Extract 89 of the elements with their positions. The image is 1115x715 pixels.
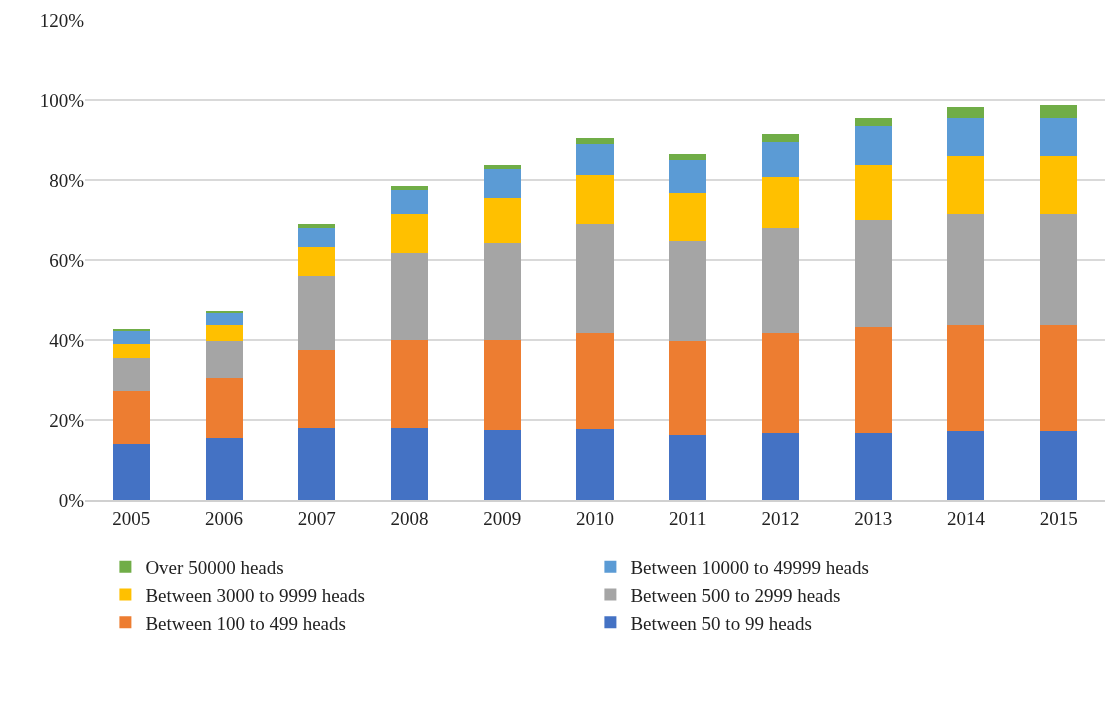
x-tick-label: 2006	[205, 507, 244, 529]
bar	[112, 343, 150, 358]
bar	[947, 324, 985, 432]
bar	[669, 240, 707, 342]
bar	[112, 330, 150, 344]
bar	[483, 242, 521, 340]
bar	[669, 160, 707, 194]
bar	[112, 358, 150, 391]
bar	[298, 275, 336, 350]
x-tick-label: 2008	[390, 507, 429, 529]
bar	[205, 341, 243, 379]
legend-label: Between 10000 to 49999 heads	[630, 557, 869, 579]
bar	[761, 332, 799, 434]
bar	[1040, 324, 1078, 432]
bar	[205, 378, 243, 439]
y-tick-label: 80%	[49, 169, 85, 191]
legend-label: Between 50 to 99 heads	[630, 612, 812, 634]
bar	[761, 142, 799, 177]
bar	[391, 428, 429, 500]
bar	[483, 168, 521, 198]
y-tick-label: 20%	[49, 409, 85, 431]
bar	[483, 339, 521, 430]
bar	[669, 193, 707, 241]
bar	[298, 224, 336, 229]
bar	[854, 117, 892, 126]
bar	[576, 174, 614, 224]
legend-label: Between 500 to 2999 heads	[630, 584, 841, 606]
x-tick-label: 2014	[946, 507, 986, 529]
y-tick-label: 0%	[58, 489, 85, 511]
bar	[947, 117, 985, 157]
x-tick-label: 2015	[1039, 507, 1078, 529]
legend-label: Over 50000 heads	[145, 557, 284, 579]
x-tick-label: 2010	[576, 507, 614, 529]
bar	[391, 339, 429, 428]
bar	[483, 164, 521, 169]
bar	[112, 390, 150, 445]
bar	[205, 325, 243, 342]
bar	[483, 429, 521, 500]
bar	[298, 349, 336, 428]
bar	[669, 435, 707, 500]
bar	[298, 428, 336, 500]
y-tick-label: 120%	[39, 9, 85, 31]
bar	[854, 220, 892, 327]
bar	[1040, 431, 1078, 500]
bar	[576, 138, 614, 144]
bar	[298, 228, 336, 248]
bar	[669, 341, 707, 436]
bar	[576, 224, 614, 333]
bar	[1040, 105, 1078, 118]
bar	[483, 198, 521, 243]
bar	[1040, 156, 1078, 214]
x-tick-label: 2012	[761, 507, 800, 529]
bar	[761, 176, 799, 229]
bar	[761, 134, 799, 142]
bar	[947, 214, 985, 325]
bar	[391, 189, 429, 214]
bar	[761, 228, 799, 333]
bar	[205, 310, 243, 313]
y-tick-label: 100%	[39, 89, 85, 111]
y-tick-label: 60%	[49, 249, 85, 271]
bar	[761, 433, 799, 500]
bar	[854, 164, 892, 220]
bar	[669, 154, 707, 161]
bar	[854, 326, 892, 434]
bar	[205, 312, 243, 326]
x-tick-label: 2013	[854, 507, 893, 529]
bar	[576, 428, 614, 500]
legend-label: Between 100 to 499 heads	[145, 612, 346, 634]
bar	[947, 156, 985, 214]
x-tick-label: 2005	[112, 507, 151, 529]
bar	[854, 125, 892, 165]
bar	[298, 247, 336, 276]
x-tick-label: 2009	[483, 507, 522, 529]
bar	[391, 253, 429, 340]
bar	[947, 431, 985, 500]
legend-label: Between 3000 to 9999 heads	[145, 584, 365, 606]
bar	[947, 107, 985, 118]
bar	[391, 214, 429, 254]
x-tick-label: 2007	[297, 507, 336, 529]
bar	[391, 185, 429, 190]
bar	[205, 438, 243, 500]
bar	[1040, 117, 1078, 157]
bar	[1040, 214, 1078, 325]
x-tick-label: 2011	[669, 507, 707, 529]
bar	[854, 433, 892, 500]
bar	[576, 144, 614, 175]
y-tick-label: 40%	[49, 329, 85, 351]
bar	[576, 332, 614, 429]
bar	[112, 444, 150, 500]
